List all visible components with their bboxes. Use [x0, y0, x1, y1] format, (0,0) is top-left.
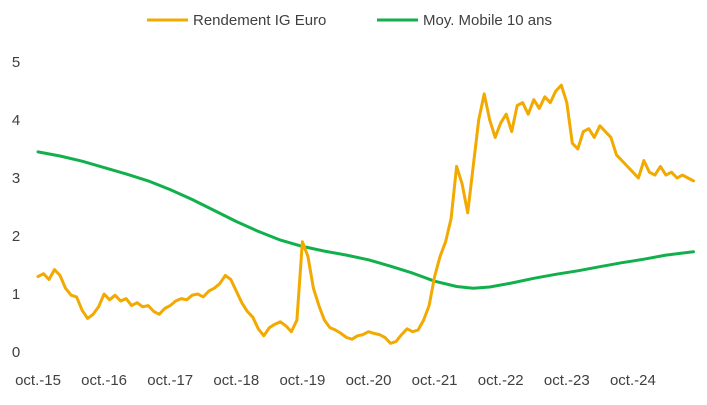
y-axis-tick-labels: 0 1 2 3 4 5	[12, 54, 20, 361]
x-tick-label: oct.-21	[412, 372, 458, 389]
x-tick-label: oct.-19	[279, 372, 325, 389]
y-tick-label: 0	[12, 344, 20, 361]
series-layer	[36, 83, 695, 345]
y-tick-label: 1	[12, 286, 20, 303]
x-axis-tick-labels: oct.-15 oct.-16 oct.-17 oct.-18 oct.-19 oct.-…	[15, 372, 656, 389]
x-tick-label: oct.-24	[610, 372, 656, 389]
x-tick-label: oct.-23	[544, 372, 590, 389]
legend: Rendement IG Euro Moy. Mobile 10 ans	[147, 12, 552, 29]
x-tick-label: oct.-16	[81, 372, 127, 389]
x-tick-label: oct.-17	[147, 372, 193, 389]
x-tick-label: oct.-22	[478, 372, 524, 389]
legend-label: Rendement IG Euro	[193, 12, 326, 29]
y-tick-label: 3	[12, 170, 20, 187]
legend-label: Moy. Mobile 10 ans	[423, 12, 552, 29]
y-tick-label: 2	[12, 228, 20, 245]
series-line-moy-mobile-10-ans	[36, 150, 695, 290]
series-line-rendement-ig-euro	[36, 83, 695, 345]
x-tick-label: oct.-18	[213, 372, 259, 389]
x-tick-label: oct.-15	[15, 372, 61, 389]
y-tick-label: 5	[12, 54, 20, 71]
x-tick-label: oct.-20	[346, 372, 392, 389]
y-tick-label: 4	[12, 112, 20, 129]
